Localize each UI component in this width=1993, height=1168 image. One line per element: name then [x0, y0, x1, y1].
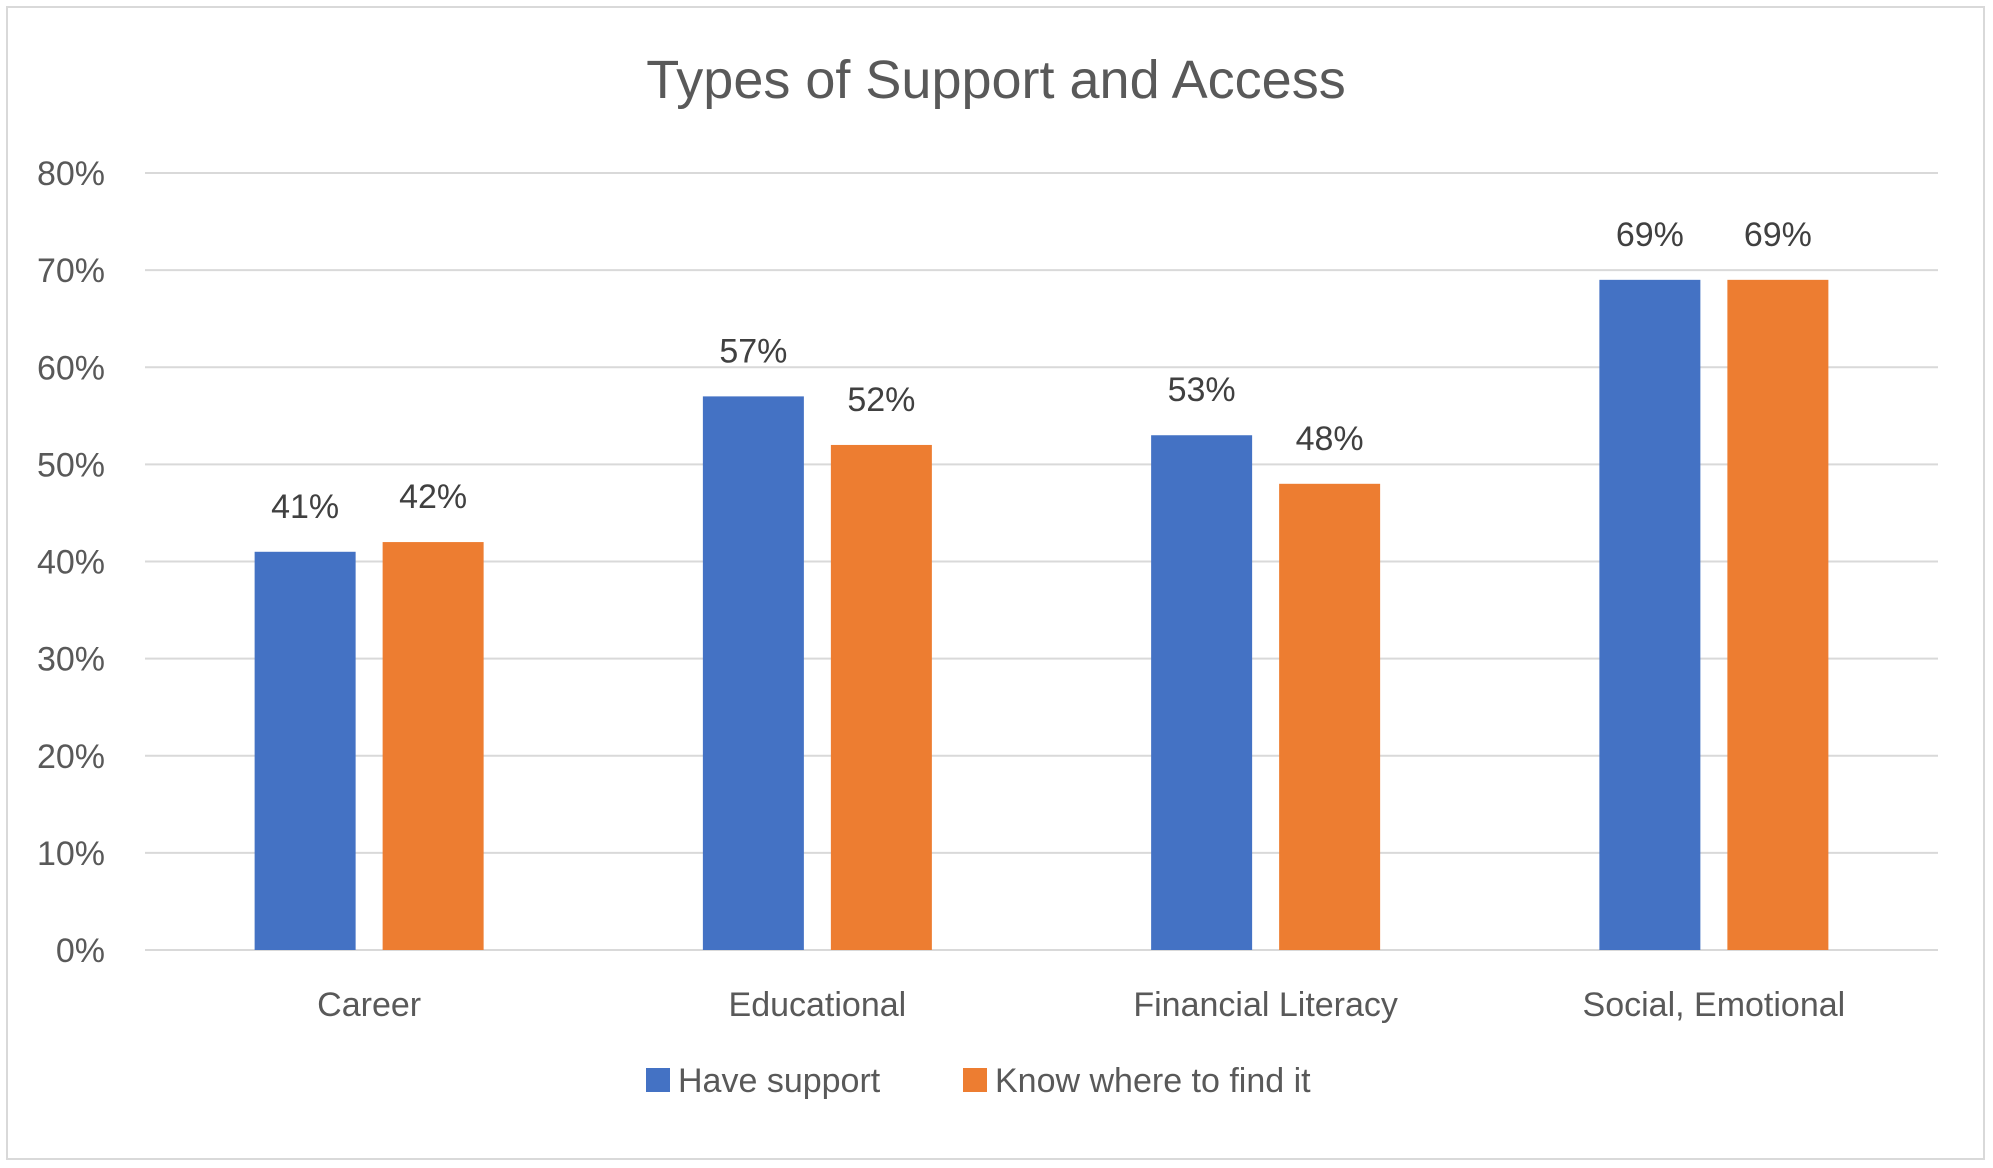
legend-swatch [646, 1068, 670, 1092]
y-tick-label: 60% [37, 349, 105, 387]
data-label: 53% [1168, 371, 1236, 409]
x-category-label: Social, Emotional [1583, 986, 1846, 1024]
data-label: 57% [719, 332, 787, 370]
legend-label: Have support [678, 1062, 881, 1100]
y-tick-label: 30% [37, 641, 105, 679]
data-label: 41% [271, 488, 339, 526]
y-tick-label: 0% [56, 932, 105, 970]
legend: Have support Know where to find it [646, 1062, 1311, 1100]
chart-title: Types of Support and Access [646, 50, 1345, 110]
data-label: 52% [847, 381, 915, 419]
bar [1599, 279, 1701, 950]
bar [1727, 279, 1829, 950]
bar [830, 444, 932, 950]
bar [1151, 435, 1253, 950]
y-tick-label: 40% [37, 544, 105, 582]
y-tick-label: 50% [37, 446, 105, 484]
y-axis-ticks: 0% 10% 20% 30% 40% 50% 60% 70% 80% [37, 155, 105, 970]
y-tick-label: 70% [37, 252, 105, 290]
bar [254, 551, 356, 950]
bar [702, 396, 804, 950]
data-label: 48% [1296, 420, 1364, 458]
bars [254, 279, 1829, 950]
y-tick-label: 80% [37, 155, 105, 193]
x-category-label: Career [317, 986, 421, 1024]
legend-swatch [963, 1068, 987, 1092]
x-category-label: Educational [729, 986, 907, 1024]
data-labels: 41% 42% 57% 52% 53% 48% 69% 69% [271, 216, 1812, 526]
y-tick-label: 10% [37, 835, 105, 873]
x-category-label: Financial Literacy [1133, 986, 1398, 1024]
y-tick-label: 20% [37, 738, 105, 776]
bar [1279, 483, 1381, 950]
x-axis-categories: Career Educational Financial Literacy Socia… [317, 986, 1845, 1024]
data-label: 42% [399, 478, 467, 516]
bar [382, 542, 484, 950]
data-label: 69% [1616, 216, 1684, 254]
legend-label: Know where to find it [995, 1062, 1311, 1100]
data-label: 69% [1744, 216, 1812, 254]
